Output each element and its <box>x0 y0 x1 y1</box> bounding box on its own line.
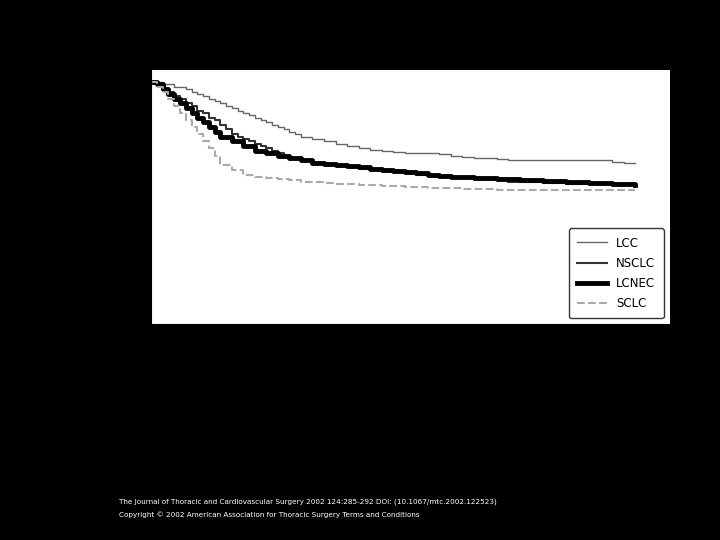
Text: 16: 16 <box>355 454 369 464</box>
Text: No. of patients at risk: No. of patients at risk <box>112 340 232 350</box>
Text: Fig. 3: Fig. 3 <box>339 28 381 43</box>
Text: 31: 31 <box>150 454 164 464</box>
Text: 14: 14 <box>629 425 642 435</box>
Text: 38: 38 <box>355 425 369 435</box>
Legend: LCC, NSCLC, LCNEC, SCLC: LCC, NSCLC, LCNEC, SCLC <box>569 228 664 318</box>
Text: 9: 9 <box>495 454 503 464</box>
Text: 8: 8 <box>632 454 639 464</box>
Text: 13: 13 <box>423 454 438 464</box>
Text: 42: 42 <box>287 425 301 435</box>
Y-axis label: Survival: Survival <box>104 170 117 224</box>
Text: 23: 23 <box>560 425 574 435</box>
Text: LCC: LCC <box>112 367 133 377</box>
Text: 71: 71 <box>218 367 233 377</box>
Text: 32: 32 <box>629 367 642 377</box>
Text: 426: 426 <box>147 396 168 406</box>
Text: 17: 17 <box>287 454 301 464</box>
Text: 47: 47 <box>492 367 506 377</box>
Text: ELSEVIER: ELSEVIER <box>39 503 76 509</box>
Text: Copyright © 2002 American Association for Thoracic Surgery Terms and Conditions: Copyright © 2002 American Association fo… <box>119 512 420 518</box>
Text: 210: 210 <box>351 396 373 406</box>
Text: 180: 180 <box>420 396 441 406</box>
Text: 97: 97 <box>629 396 642 406</box>
Text: 304: 304 <box>215 396 236 406</box>
Text: 248: 248 <box>283 396 305 406</box>
Text: 64: 64 <box>287 367 301 377</box>
Text: 22: 22 <box>218 454 233 464</box>
Text: The Journal of Thoracic and Cardiovascular Surgery 2002 124:285-292 DOI: (10.106: The Journal of Thoracic and Cardiovascul… <box>119 498 497 505</box>
X-axis label: Time (months): Time (months) <box>361 353 459 366</box>
Text: 26: 26 <box>492 425 506 435</box>
Text: 102: 102 <box>147 367 168 377</box>
Text: SCLC: SCLC <box>112 454 140 464</box>
Text: 37: 37 <box>560 367 574 377</box>
Text: LCNEC: LCNEC <box>112 425 149 435</box>
Text: 8: 8 <box>564 454 571 464</box>
Text: 58: 58 <box>355 367 369 377</box>
Text: 87: 87 <box>150 425 164 435</box>
Text: 150: 150 <box>488 396 509 406</box>
Text: 120: 120 <box>557 396 577 406</box>
Text: 56: 56 <box>218 425 233 435</box>
Text: 35: 35 <box>423 425 438 435</box>
Text: 52: 52 <box>423 367 438 377</box>
Text: NSCLC: NSCLC <box>112 396 149 406</box>
